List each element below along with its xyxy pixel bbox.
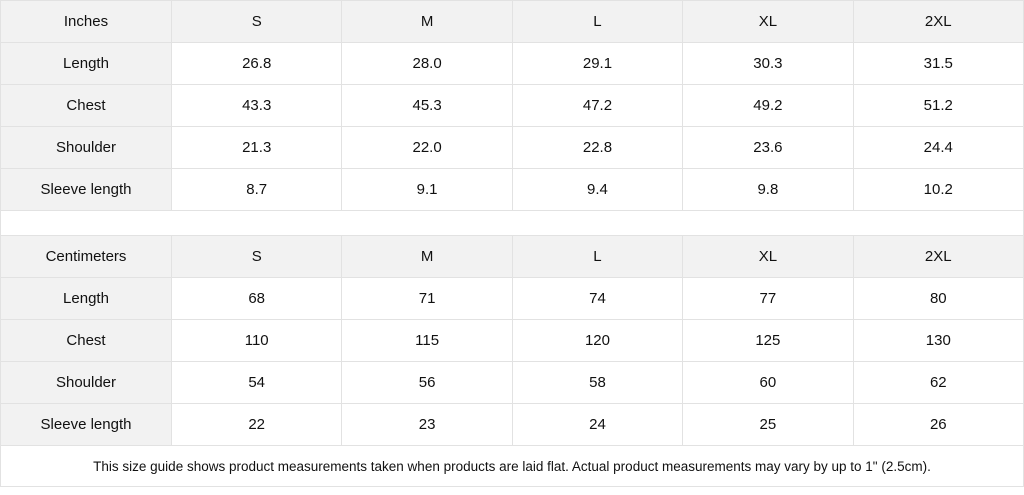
measurement-value: 22 [170,403,343,446]
measurement-value: 8.7 [170,168,343,211]
inches-header-row: Inches S M L XL 2XL [0,0,1024,43]
measurement-value: 60 [682,361,854,404]
measurement-value: 80 [852,277,1024,320]
measurement-label: Chest [0,319,172,362]
measurement-value: 28.0 [341,42,513,85]
spacer-cell [0,210,1024,236]
measurement-value: 25 [682,403,854,446]
measurement-value: 77 [682,277,854,320]
size-header: S [170,235,343,278]
measurement-label: Length [0,42,172,85]
measurement-value: 26.8 [170,42,343,85]
measurement-value: 23 [341,403,513,446]
measurement-value: 22.0 [341,126,513,169]
measurement-value: 62 [852,361,1024,404]
measurement-value: 125 [682,319,854,362]
measurement-value: 31.5 [852,42,1024,85]
measurement-value: 54 [170,361,343,404]
unit-header: Centimeters [0,235,172,278]
measurement-value: 30.3 [682,42,854,85]
table-row: Shoulder 21.3 22.0 22.8 23.6 24.4 [0,126,1024,169]
size-header: 2XL [852,235,1024,278]
size-header: L [511,0,684,43]
measurement-label: Chest [0,84,172,127]
measurement-label: Length [0,277,172,320]
measurement-value: 51.2 [852,84,1024,127]
measurement-value: 26 [852,403,1024,446]
table-row: Length 68 71 74 77 80 [0,277,1024,320]
table-row: Chest 110 115 120 125 130 [0,319,1024,362]
measurement-value: 58 [511,361,684,404]
measurement-value: 120 [511,319,684,362]
measurement-value: 29.1 [511,42,684,85]
table-row: Chest 43.3 45.3 47.2 49.2 51.2 [0,84,1024,127]
measurement-value: 23.6 [682,126,854,169]
measurement-value: 9.1 [341,168,513,211]
table-spacer [0,210,1024,236]
unit-header: Inches [0,0,172,43]
table-row: Sleeve length 22 23 24 25 26 [0,403,1024,446]
measurement-label: Sleeve length [0,403,172,446]
size-header: L [511,235,684,278]
measurement-value: 22.8 [511,126,684,169]
measurement-value: 68 [170,277,343,320]
measurement-value: 47.2 [511,84,684,127]
measurement-label: Shoulder [0,126,172,169]
measurement-value: 9.8 [682,168,854,211]
measurement-value: 21.3 [170,126,343,169]
size-header: M [341,0,513,43]
size-header: 2XL [852,0,1024,43]
measurement-value: 56 [341,361,513,404]
measurement-value: 45.3 [341,84,513,127]
size-header: XL [682,235,854,278]
measurement-value: 130 [852,319,1024,362]
measurement-value: 74 [511,277,684,320]
measurement-label: Sleeve length [0,168,172,211]
centimeters-header-row: Centimeters S M L XL 2XL [0,235,1024,278]
footnote: This size guide shows product measuremen… [0,445,1024,487]
measurement-value: 24 [511,403,684,446]
table-row: Length 26.8 28.0 29.1 30.3 31.5 [0,42,1024,85]
size-header: M [341,235,513,278]
measurement-value: 71 [341,277,513,320]
measurement-value: 24.4 [852,126,1024,169]
measurement-value: 9.4 [511,168,684,211]
measurement-value: 49.2 [682,84,854,127]
table-row: Sleeve length 8.7 9.1 9.4 9.8 10.2 [0,168,1024,211]
size-header: XL [682,0,854,43]
measurement-value: 115 [341,319,513,362]
size-header: S [170,0,343,43]
table-row: Shoulder 54 56 58 60 62 [0,361,1024,404]
measurement-label: Shoulder [0,361,172,404]
measurement-value: 10.2 [852,168,1024,211]
measurement-value: 43.3 [170,84,343,127]
measurement-value: 110 [170,319,343,362]
footnote-row: This size guide shows product measuremen… [0,445,1024,487]
